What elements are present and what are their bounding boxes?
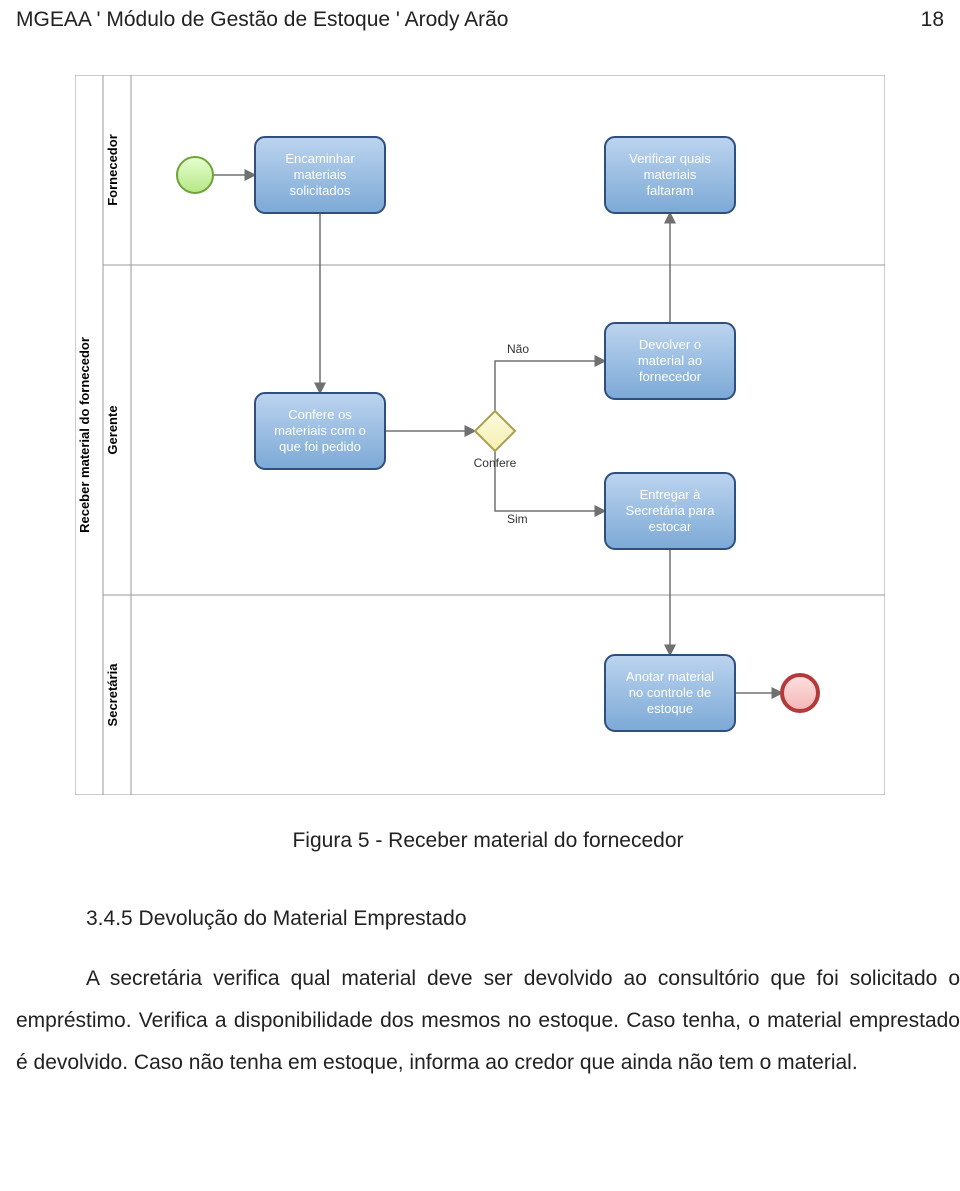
bpmn-diagram: Receber material do fornecedor Fornecedor… [75, 75, 885, 795]
end-event [782, 675, 818, 711]
page-number: 18 [921, 8, 944, 32]
body-text: Figura 5 - Receber material do fornecedo… [16, 820, 960, 1084]
start-event [177, 157, 213, 193]
edge-label: Não [507, 342, 529, 356]
lane-label: Fornecedor [105, 134, 120, 206]
page-header: MGEAA ' Módulo de Gestão de Estoque ' Ar… [16, 8, 944, 32]
section-heading: 3.4.5 Devolução do Material Emprestado [86, 898, 960, 940]
paragraph: A secretária verifica qual material deve… [16, 958, 960, 1084]
lane-label: Secretária [105, 663, 120, 727]
task-label: Encaminharmateriaissolicitados [285, 151, 355, 198]
lane-label: Gerente [105, 405, 120, 454]
pool-label: Receber material do fornecedor [77, 337, 92, 533]
gateway-label: Confere [474, 456, 517, 470]
edge-label: Sim [507, 512, 528, 526]
task-label: Devolver omaterial aofornecedor [638, 337, 702, 384]
figure-caption: Figura 5 - Receber material do fornecedo… [16, 820, 960, 862]
header-title: MGEAA ' Módulo de Gestão de Estoque ' Ar… [16, 8, 508, 31]
